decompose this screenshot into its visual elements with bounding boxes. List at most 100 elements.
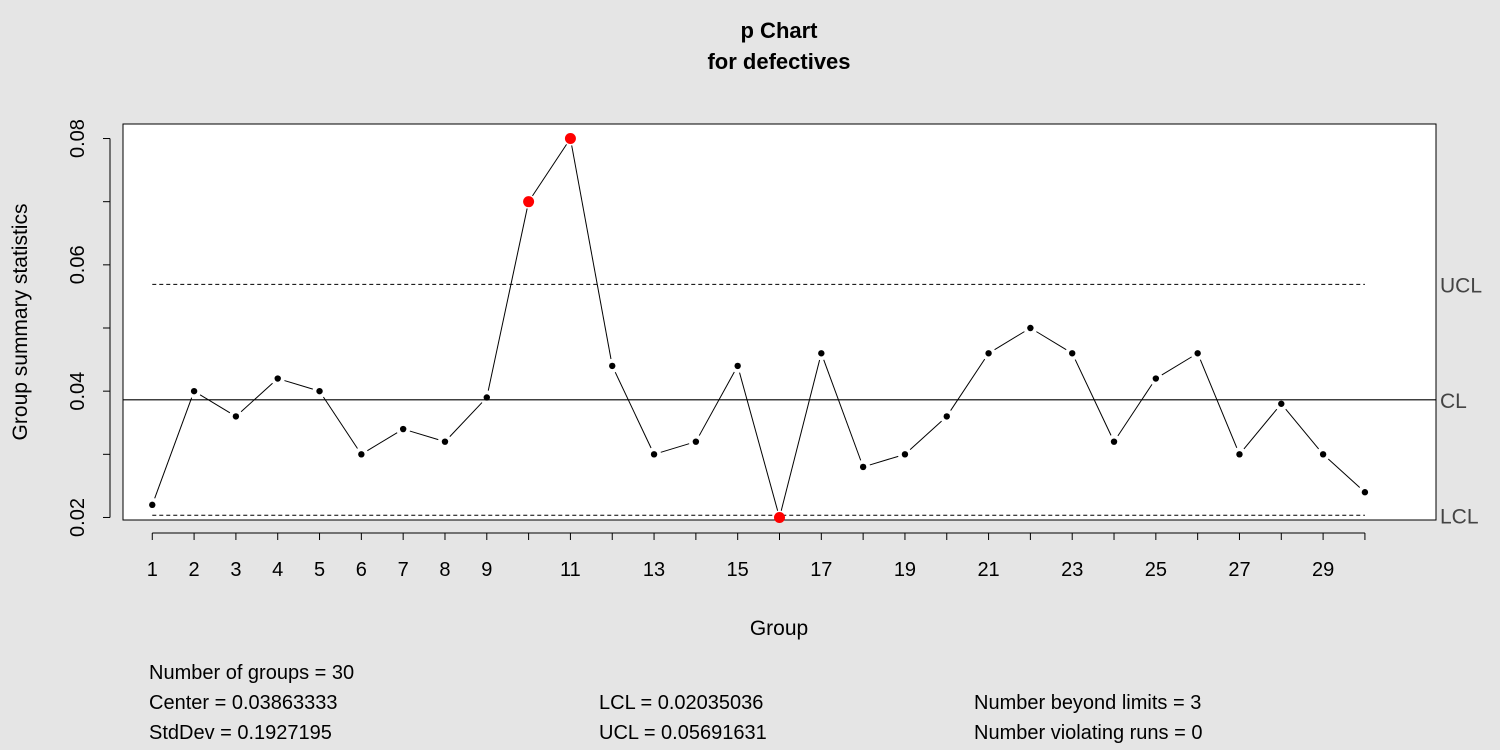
stat-lcl: LCL = 0.02035036	[599, 692, 764, 714]
data-point	[1361, 489, 1369, 496]
series-segment	[823, 359, 862, 461]
data-point	[818, 350, 825, 357]
data-point	[985, 350, 992, 357]
data-point	[399, 425, 407, 433]
series-segment	[487, 208, 528, 391]
x-tick-label: 15	[727, 559, 749, 581]
data-point	[1027, 324, 1034, 332]
limit-labels: UCL CL LCL	[1440, 274, 1482, 528]
data-line	[154, 144, 1361, 511]
series-segment	[698, 371, 735, 436]
stats-col-2: LCL = 0.02035036 UCL = 0.05691631	[599, 688, 767, 748]
y-tick-label: 0.04	[67, 372, 89, 411]
data-point	[274, 375, 281, 382]
data-point	[901, 451, 909, 458]
x-tick-label: 27	[1228, 559, 1250, 581]
series-segment	[367, 432, 398, 452]
series-segment	[240, 382, 273, 413]
violation-point	[523, 196, 535, 208]
data-point	[1278, 400, 1285, 407]
x-tick-label: 13	[643, 559, 665, 581]
series-segment	[909, 420, 942, 450]
data-point	[859, 463, 867, 471]
data-point	[1236, 451, 1243, 458]
series-segment	[1285, 408, 1320, 450]
x-tick-label: 19	[894, 559, 916, 581]
series-segment	[614, 372, 652, 449]
series-segment	[199, 394, 231, 414]
data-point	[734, 362, 741, 370]
x-tick-label: 11	[560, 559, 581, 581]
x-tick-label: 9	[481, 559, 492, 581]
x-axis: 1 2 3 4 5 6 7 8 9 11 13 15 17 19 21 23 25 27 29	[147, 532, 1366, 581]
series-segment	[950, 358, 986, 411]
data-point	[1152, 375, 1160, 382]
data-points	[149, 133, 1369, 523]
plot-area	[122, 123, 1437, 521]
stat-stddev: StdDev = 0.1927195	[149, 722, 332, 744]
stats-col-3: Number beyond limits = 3 Number violatin…	[974, 688, 1202, 748]
stat-ucl: UCL = 0.05691631	[599, 722, 767, 744]
data-point	[1069, 350, 1076, 357]
data-point	[609, 362, 616, 370]
x-tick-label: 29	[1312, 559, 1334, 581]
data-point	[149, 501, 156, 509]
x-tick-label: 7	[398, 559, 409, 581]
x-tick-label: 3	[230, 559, 241, 581]
x-tick-label: 6	[356, 559, 367, 581]
series-segment	[154, 397, 193, 499]
series-segment	[1074, 359, 1112, 436]
series-segment	[571, 145, 612, 360]
x-tick-label: 5	[314, 559, 325, 581]
data-point	[483, 394, 490, 401]
violation-point	[564, 133, 576, 145]
data-point	[316, 387, 323, 395]
violation-point	[774, 511, 785, 523]
x-tick-label: 21	[977, 559, 999, 581]
x-tick-label: 25	[1145, 559, 1167, 581]
x-tick-label: 4	[272, 559, 283, 581]
series-segment	[869, 455, 899, 466]
series-segment	[532, 144, 567, 197]
stats-col-1: Number of groups = 30 Center = 0.0386333…	[149, 658, 354, 748]
stat-center: Center = 0.03863333	[149, 692, 338, 714]
data-point	[1319, 451, 1327, 458]
y-tick-label: 0.08	[67, 119, 89, 158]
y-tick-label: 0.06	[67, 245, 89, 284]
stat-number-of-groups: Number of groups = 30	[149, 662, 355, 684]
series-segment	[449, 402, 483, 437]
cl-label: CL	[1440, 390, 1467, 413]
data-point	[441, 438, 449, 445]
data-point	[1110, 438, 1118, 445]
x-tick-label: 1	[147, 559, 158, 581]
chart-title: p Chart	[741, 18, 819, 43]
series-segment	[1243, 408, 1278, 450]
lcl-label: LCL	[1440, 505, 1479, 528]
stat-beyond-limits: Number beyond limits = 3	[974, 692, 1202, 714]
series-segment	[322, 396, 358, 449]
data-point	[1194, 350, 1201, 357]
series-segment	[1161, 356, 1192, 376]
series-segment	[284, 380, 313, 390]
x-tick-label: 2	[189, 559, 200, 581]
data-point	[943, 413, 950, 420]
x-tick-label: 17	[810, 559, 832, 581]
series-segment	[409, 430, 439, 441]
series-segment	[1117, 384, 1153, 437]
series-segment	[994, 331, 1025, 351]
chart-subtitle: for defectives	[707, 49, 850, 74]
series-segment	[1199, 359, 1238, 449]
y-axis-label: Group summary statistics	[9, 204, 32, 441]
ucl-label: UCL	[1440, 274, 1482, 297]
y-axis: 0.02 0.04 0.06 0.08	[67, 119, 111, 537]
x-tick-label: 23	[1061, 559, 1083, 581]
data-point	[232, 413, 240, 420]
stat-violating-runs: Number violating runs = 0	[974, 722, 1203, 744]
data-point	[650, 451, 658, 458]
x-tick-label: 8	[439, 559, 450, 581]
series-segment	[660, 443, 690, 453]
x-axis-label: Group	[750, 617, 808, 640]
series-segment	[780, 359, 821, 511]
data-point	[358, 451, 365, 458]
